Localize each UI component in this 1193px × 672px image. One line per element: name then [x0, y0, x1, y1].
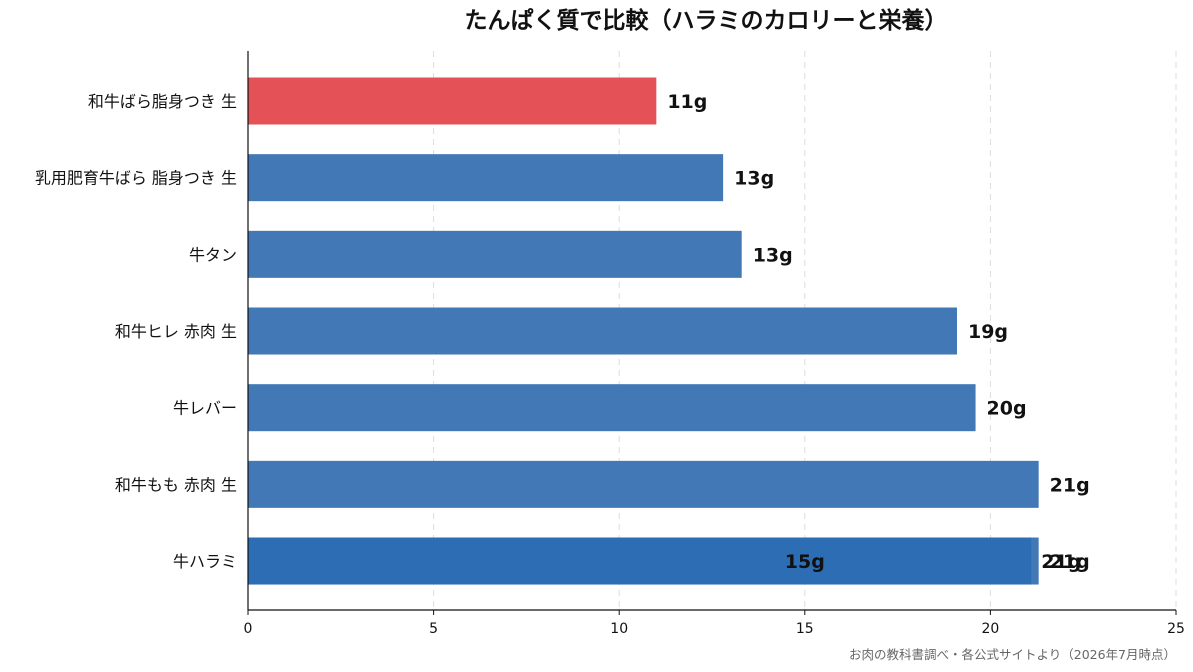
x-tick-label: 5 [429, 621, 438, 637]
data-label: 13g [753, 244, 793, 266]
data-label: 19g [968, 321, 1008, 343]
bars [248, 77, 1039, 585]
category-label: 牛タン [189, 245, 237, 264]
x-tick-label: 20 [981, 621, 999, 637]
category-label: 和牛ばら脂身つき 生 [88, 92, 237, 111]
chart-title: たんぱく質で比較（ハラミのカロリーと栄養） [465, 7, 948, 34]
category-label: 乳用肥育牛ばら 脂身つき 生 [35, 169, 237, 188]
overlay-data-label: 15g [785, 551, 825, 573]
data-label: 21g [1050, 474, 1090, 496]
overlay-data-label: 21g [1041, 551, 1081, 573]
source-note: お肉の教科書調べ・各公式サイトより（2026年7月時点） [849, 647, 1176, 662]
bar [248, 154, 724, 202]
category-label: 和牛ヒレ 赤肉 生 [115, 322, 237, 341]
overlay-bar [248, 537, 1032, 585]
bar [248, 230, 742, 278]
category-label: 牛ハラミ [173, 552, 237, 571]
x-tick-labels: 0 5 10 15 20 25 [244, 610, 1185, 637]
x-tick-label: 25 [1167, 621, 1185, 637]
data-label: 11g [667, 91, 707, 113]
x-tick-label: 10 [610, 621, 628, 637]
bar [248, 460, 1039, 508]
data-label: 20g [987, 398, 1027, 420]
x-tick-label: 0 [244, 621, 253, 637]
bar [248, 384, 976, 432]
bar [248, 307, 957, 355]
x-tick-label: 15 [796, 621, 814, 637]
category-label: 和牛もも 赤肉 生 [115, 475, 237, 494]
bar [248, 77, 657, 125]
data-label: 21g [1050, 551, 1090, 573]
data-label: 13g [734, 168, 774, 190]
category-label: 牛レバー [173, 399, 237, 418]
